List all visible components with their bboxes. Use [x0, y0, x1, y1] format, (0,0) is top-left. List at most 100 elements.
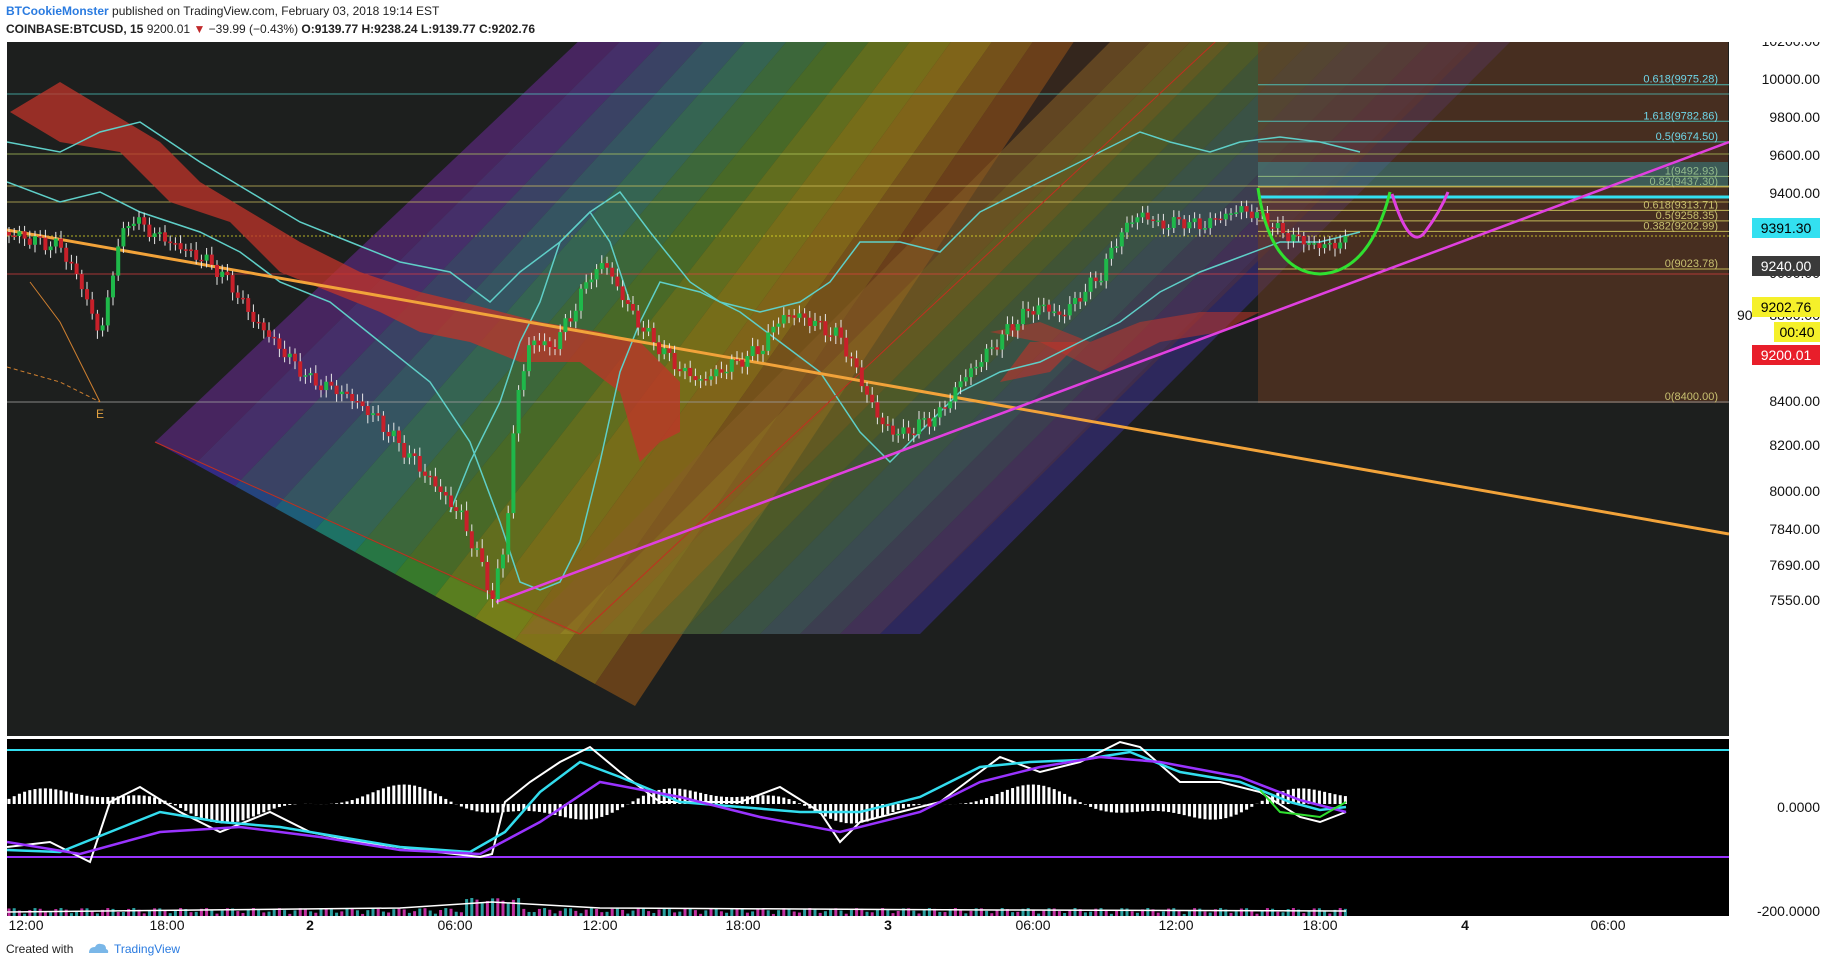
histogram-bar	[1089, 804, 1093, 807]
low-label: L:	[420, 22, 433, 36]
volume-bar	[907, 908, 911, 916]
candle-body	[324, 381, 329, 391]
histogram-bar	[225, 804, 229, 824]
histogram-bar	[1323, 791, 1327, 804]
candle-body	[17, 231, 22, 236]
x-tick-label: 18:00	[149, 917, 184, 933]
candle-body	[1234, 212, 1239, 214]
tradingview-link[interactable]: TradingView	[114, 942, 181, 956]
price-chart[interactable]: 0.618(9975.28) 1.618(9782.86) 0.5(9674.50)…	[0, 42, 1822, 934]
volume-bar	[1234, 911, 1238, 916]
candle-body	[48, 246, 53, 251]
volume-bar	[1307, 910, 1311, 916]
histogram-bar	[964, 803, 968, 804]
histogram-bar	[340, 802, 344, 804]
histogram-bar	[563, 804, 567, 818]
candle-body	[1135, 217, 1140, 223]
volume-bar	[990, 913, 994, 916]
volume-bar	[714, 908, 718, 916]
candle-body	[69, 261, 74, 264]
candle-body	[386, 431, 391, 437]
candle-body	[963, 377, 968, 382]
histogram-bar	[1167, 804, 1171, 813]
histogram-bar	[766, 795, 770, 804]
volume-bar	[818, 912, 822, 916]
volume-bar	[693, 910, 697, 916]
candle-body	[875, 402, 880, 418]
volume-bar	[236, 911, 240, 916]
candle-body	[173, 243, 178, 245]
candle-body	[256, 321, 261, 324]
candle-body	[615, 276, 620, 287]
volume-bar	[64, 909, 68, 916]
candle-body	[1229, 213, 1233, 215]
volume-bar	[1094, 908, 1098, 916]
volume-bar	[621, 909, 625, 916]
author-link[interactable]: BTCookieMonster	[6, 4, 109, 18]
volume-bar	[740, 909, 744, 916]
histogram-bar	[1026, 784, 1030, 804]
candle-body	[1010, 324, 1015, 331]
candle-body	[859, 367, 864, 387]
candle-body	[969, 368, 973, 378]
volume-bar	[215, 913, 219, 916]
histogram-bar	[480, 804, 484, 813]
histogram-bar	[1193, 804, 1197, 818]
histogram-bar	[574, 804, 578, 820]
candle-body	[293, 353, 297, 362]
candle-body	[204, 254, 209, 261]
bollinger-upper	[7, 121, 1361, 313]
histogram-bar	[262, 804, 266, 813]
candle-body	[1151, 219, 1155, 222]
oscillator-pane[interactable]	[7, 739, 1729, 916]
histogram-bar	[127, 795, 131, 804]
low-value: 9139.77	[432, 22, 476, 36]
histogram-bar	[979, 799, 983, 804]
y-tick-label: 9400.00	[1769, 185, 1820, 201]
histogram-bar	[1239, 804, 1243, 813]
histogram-bar	[1312, 789, 1316, 804]
volume-bar	[1042, 910, 1046, 916]
histogram-bar	[1016, 786, 1020, 804]
histogram-bar	[210, 804, 214, 822]
volume-bar	[491, 898, 495, 916]
candle-body	[360, 401, 365, 407]
histogram-bar	[1047, 787, 1051, 804]
candle-body	[33, 236, 37, 245]
partial-tick-label: 90	[1737, 307, 1753, 323]
candle-body	[1177, 217, 1181, 220]
volume-bar	[823, 911, 827, 916]
x-tick-label: 2	[306, 917, 314, 933]
histogram-bar	[548, 804, 552, 814]
volume-bar	[1312, 908, 1316, 916]
candle-body	[558, 332, 563, 350]
bollinger-lower	[7, 181, 1361, 591]
candle-body	[194, 249, 199, 260]
histogram-bar	[137, 795, 141, 804]
histogram-bar	[121, 795, 125, 804]
histogram-bar	[257, 804, 261, 815]
volume-bar	[662, 908, 666, 916]
volume-bar	[1182, 913, 1186, 916]
histogram-bar	[1234, 804, 1238, 815]
histogram-bar	[80, 794, 84, 804]
histogram-bar	[116, 796, 120, 804]
volume-bar	[205, 908, 209, 916]
osc-tick-label: 0.0000	[1777, 799, 1820, 815]
histogram-bar	[631, 801, 635, 804]
pitchfork-band	[560, 42, 1191, 634]
candle-body	[59, 238, 63, 248]
candle-body	[1281, 222, 1285, 234]
volume-bar	[948, 908, 952, 916]
histogram-bar	[1125, 804, 1129, 813]
candle-body	[745, 356, 750, 367]
candle-body	[235, 292, 240, 298]
candle-body	[781, 315, 786, 324]
volume-bar	[127, 908, 131, 916]
volume-bar	[641, 908, 645, 916]
histogram-bar	[1265, 797, 1269, 804]
candle-body	[142, 217, 147, 225]
volume-bar	[246, 909, 250, 916]
candle-body	[12, 235, 17, 238]
candle-body	[688, 367, 693, 377]
